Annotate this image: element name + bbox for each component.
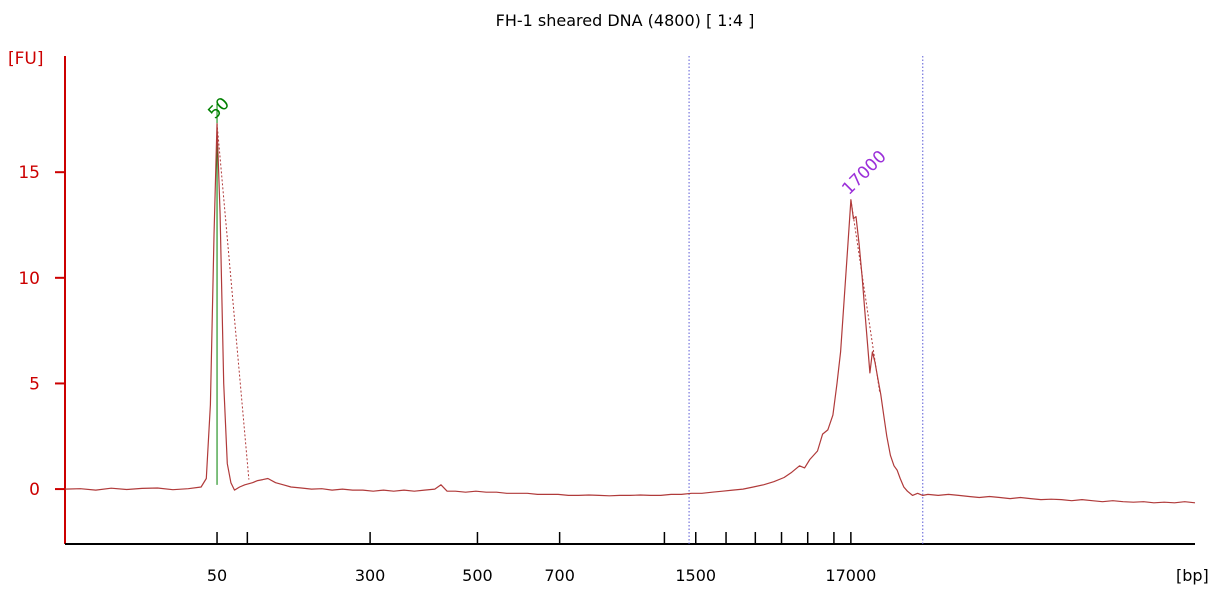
x-tick-label: 50	[207, 566, 227, 585]
x-axis-unit-label: [bp]	[1176, 566, 1209, 585]
x-tick-label: 1500	[675, 566, 716, 585]
peak-label: 17000	[838, 147, 890, 199]
x-tick-label: 700	[544, 566, 575, 585]
y-tick-label: 15	[18, 163, 40, 183]
y-tick-label: 0	[29, 480, 40, 500]
x-tick-label: 300	[355, 566, 386, 585]
peak-label: 50	[204, 94, 233, 123]
trace-line	[64, 122, 1196, 504]
x-tick-label: 17000	[825, 566, 876, 585]
plot-area: 0 5 10 15 50 300 500 700 1500 17000 50 17000	[18, 56, 1196, 585]
y-axis-unit-label: [FU]	[8, 49, 44, 69]
peak-fit-line	[216, 123, 250, 480]
y-tick-label: 5	[29, 374, 40, 394]
chart-title: FH-1 sheared DNA (4800) [ 1:4 ]	[496, 11, 755, 30]
y-tick-label: 10	[18, 269, 40, 289]
x-tick-label: 500	[462, 566, 493, 585]
